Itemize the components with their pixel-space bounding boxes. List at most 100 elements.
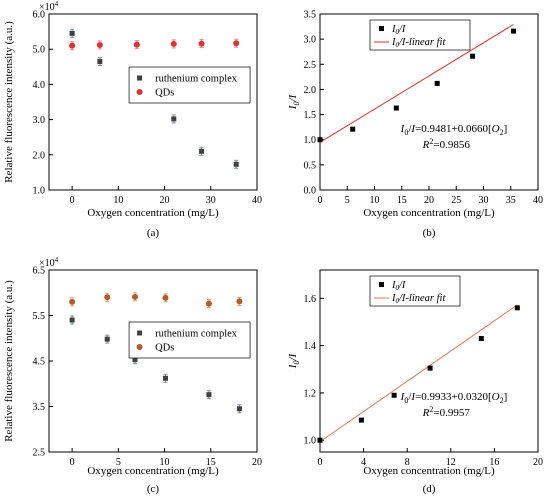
y-axis-label: I0/I [287, 352, 301, 369]
x-tick-label: 12 [446, 457, 456, 468]
plot-frame [48, 13, 258, 191]
data-point-square [132, 357, 138, 363]
data-point-square [97, 59, 103, 65]
data-point-circle [205, 300, 212, 307]
y-tick-label: 5.0 [33, 45, 46, 56]
legend-marker [136, 89, 143, 95]
y-axis-label: I0/I [287, 93, 301, 110]
data-point-square [199, 148, 205, 154]
panel-label: (a) [147, 227, 160, 239]
data-point-circle [236, 298, 243, 305]
x-tick-label: 20 [533, 457, 543, 468]
x-tick-label: 30 [479, 195, 489, 206]
x-tick-label: 10 [113, 195, 123, 206]
y-tick-label: 0.5 [304, 160, 317, 171]
y-tick-label: 1.5 [304, 110, 317, 121]
y-axis-label: Relative fluorescence intensity (a.u.) [3, 280, 15, 442]
legend-entry: I0/I-linear fit [391, 37, 446, 49]
y-tick-label: 1.2 [304, 388, 317, 399]
x-tick-label: 15 [397, 195, 407, 206]
data-point-circle [233, 40, 240, 47]
legend: I0/II0/I-linear fit [369, 19, 471, 51]
legend-marker [379, 26, 384, 31]
data-point-circle [104, 294, 111, 301]
x-axis-label: Oxygen concentration (mg/L) [363, 465, 495, 477]
data-point-circle [96, 41, 103, 48]
y-tick-label: 4.0 [33, 80, 46, 91]
chart-d: 0 4 8 12 16 20 1.0 1.2 1.4 1.6 Oxygen concentratio… [287, 269, 543, 495]
data-point-square [317, 137, 323, 143]
data-point-square [393, 105, 399, 111]
x-tick-label: 0 [318, 195, 323, 206]
data-point-circle [162, 294, 169, 301]
x-tick-label: 4 [361, 457, 366, 468]
data-point-square [427, 365, 433, 371]
y-tick-label: 6.5 [33, 266, 46, 277]
legend-box [128, 66, 251, 104]
chart-a: 0 10 20 30 40 1.0 2.0 3.0 4.0 5.0 6.0 Oxygen concen… [3, 0, 262, 239]
y-tick-label: 2.0 [304, 85, 317, 96]
legend-entry: I0/I [391, 24, 406, 36]
data-point-circle [133, 41, 140, 48]
legend-box [369, 275, 461, 307]
legend-entry: QDs [155, 88, 174, 99]
legend-marker [137, 75, 143, 81]
x-axis-label: Oxygen concentration (mg/L) [363, 207, 495, 219]
x-axis-label: Oxygen concentration (mg/L) [87, 465, 219, 477]
legend-entry: QDs [155, 343, 174, 354]
y-tick-label: 5.5 [33, 311, 46, 322]
y-tick-label: 1.0 [304, 436, 317, 447]
x-tick-label: 40 [252, 195, 262, 206]
data-point-square [317, 437, 323, 443]
data-point-square [510, 28, 516, 34]
data-point-square [233, 161, 239, 167]
y-tick-label: 0.0 [304, 186, 317, 197]
data-point-square [470, 53, 476, 59]
data-point-square [478, 336, 484, 342]
legend-box [369, 19, 471, 51]
x-tick-label: 30 [206, 195, 216, 206]
data-point-square [514, 305, 520, 311]
legend-marker [137, 330, 143, 336]
plot-frame [319, 269, 539, 453]
y-tick-label: 2.5 [33, 448, 46, 459]
y-tick-label: 3.0 [33, 115, 46, 126]
legend-entry: I0/I-linear fit [391, 293, 446, 305]
y-tick-label: 1.6 [304, 294, 317, 305]
x-tick-label: 5 [345, 195, 350, 206]
y-exponent-label: ×104 [39, 0, 59, 13]
x-tick-label: 10 [370, 195, 380, 206]
fit-line [319, 24, 514, 143]
panel-label: (c) [147, 483, 160, 495]
y-exponent-label: ×104 [39, 256, 59, 269]
chart-c: 0 5 10 15 20 2.5 3.5 4.5 5.5 6.5 Oxygen concentrat… [3, 256, 262, 495]
data-point-circle [198, 40, 205, 47]
chart-b: 0 5 10 15 20 25 30 35 40 0.0 0.5 1.0 1.5 2.0 2.5 3.0 3.5… [287, 10, 543, 240]
y-tick-label: 1.0 [33, 186, 46, 197]
data-point-square [350, 126, 356, 132]
x-tick-label: 15 [206, 457, 216, 468]
x-tick-label: 8 [405, 457, 410, 468]
r-squared: R2=0.9957 [422, 405, 471, 419]
legend-entry: I0/I [391, 280, 406, 292]
data-point-square [162, 375, 168, 381]
data-point-square [358, 417, 364, 423]
y-tick-label: 3.5 [304, 10, 317, 21]
legend-marker [379, 282, 384, 287]
x-tick-label: 0 [318, 457, 323, 468]
data-point-circle [131, 293, 138, 300]
legend-entry: ruthenium complex [155, 74, 238, 85]
panel-label: (d) [423, 483, 436, 495]
r-squared: R2=0.9856 [422, 137, 471, 151]
plot-frame [48, 269, 258, 453]
x-tick-label: 20 [252, 457, 262, 468]
data-point-square [104, 336, 110, 342]
y-tick-label: 1.0 [304, 135, 317, 146]
x-tick-label: 5 [116, 457, 121, 468]
data-point-square [236, 406, 242, 412]
x-tick-label: 40 [533, 195, 543, 206]
fit-equation: I0/I=0.9481+0.0660[O2] [400, 123, 508, 137]
x-tick-label: 0 [70, 195, 75, 206]
y-tick-label: 3.5 [33, 402, 46, 413]
